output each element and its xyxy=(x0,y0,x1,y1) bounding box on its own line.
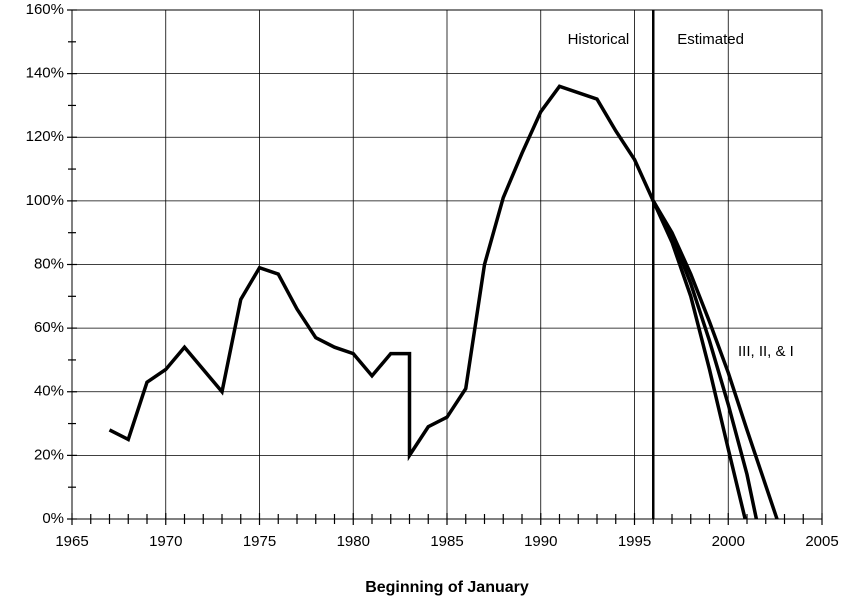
plot-frame xyxy=(71,9,823,520)
y-tick-label: 120% xyxy=(26,128,64,145)
x-tick-label: 2005 xyxy=(805,533,838,550)
x-tick-label: 1970 xyxy=(149,533,182,550)
y-tick-label: 80% xyxy=(34,255,64,272)
y-tick-label: 0% xyxy=(42,510,64,527)
x-tick-label: 2000 xyxy=(712,533,745,550)
y-tick-label: 140% xyxy=(26,65,64,82)
x-tick-label: 1985 xyxy=(430,533,463,550)
x-tick-label: 1980 xyxy=(337,533,370,550)
annotation: Historical xyxy=(568,31,630,48)
x-tick-label: 1990 xyxy=(524,533,557,550)
data-line xyxy=(651,200,759,520)
x-tick-label: 1965 xyxy=(55,533,88,550)
annotation: III, II, & I xyxy=(738,343,794,360)
y-tick-label: 160% xyxy=(26,1,64,18)
y-tick-label: 100% xyxy=(26,192,64,209)
x-tick-label: 1975 xyxy=(243,533,276,550)
y-tick-label: 40% xyxy=(34,383,64,400)
y-tick-label: 60% xyxy=(34,319,64,336)
y-tick-label: 20% xyxy=(34,446,64,463)
annotation: Estimated xyxy=(677,31,744,48)
data-line xyxy=(651,200,747,520)
data-line xyxy=(108,84,655,462)
x-axis-label: Beginning of January xyxy=(365,579,529,596)
x-tick-label: 1995 xyxy=(618,533,651,550)
